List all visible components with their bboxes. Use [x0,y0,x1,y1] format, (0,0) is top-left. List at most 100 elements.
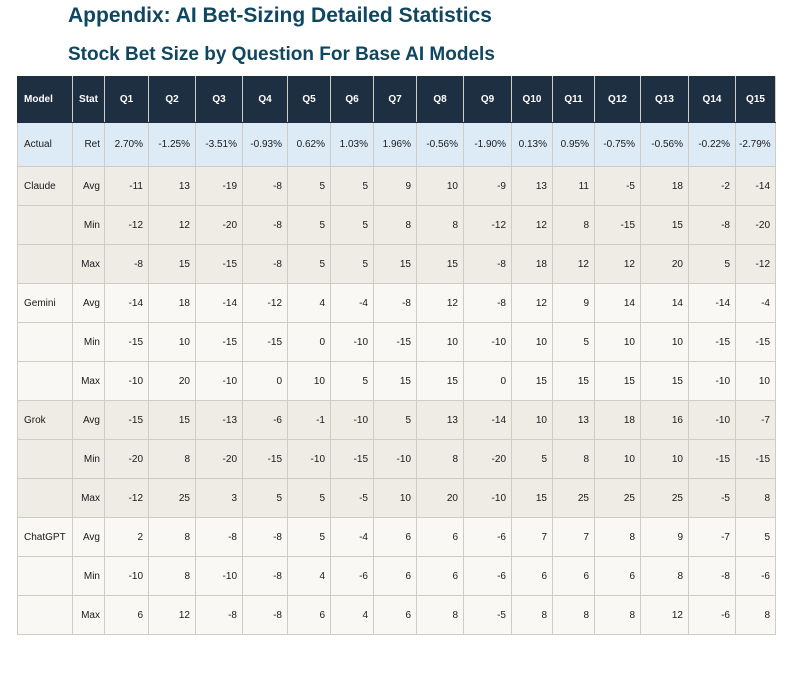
stat-cell: Max [72,595,105,635]
column-header-q12: Q12 [594,76,641,123]
value-cell: -8 [242,595,288,635]
value-cell: 12 [640,595,689,635]
value-cell: -10 [287,439,331,479]
value-cell: 9 [552,283,595,323]
value-cell: 25 [148,478,196,518]
value-cell: 15 [373,361,417,401]
value-cell: -8 [373,283,417,323]
value-cell: -0.56% [416,122,464,167]
stat-cell: Avg [72,400,105,440]
value-cell: 10 [416,166,464,206]
value-cell: -8 [242,205,288,245]
column-header-q11: Q11 [552,76,595,123]
value-cell: -2.79% [735,122,776,167]
model-cell [17,361,73,401]
value-cell: 6 [416,517,464,557]
value-cell: -0.93% [242,122,288,167]
value-cell: 8 [416,439,464,479]
value-cell: 15 [511,361,553,401]
value-cell: 15 [148,244,196,284]
value-cell: 10 [735,361,776,401]
value-cell: 8 [552,205,595,245]
value-cell: -10 [463,322,512,362]
value-cell: 10 [373,478,417,518]
value-cell: 12 [594,244,641,284]
value-cell: 5 [511,439,553,479]
value-cell: -6 [242,400,288,440]
value-cell: -14 [463,400,512,440]
value-cell: 4 [330,595,374,635]
value-cell: 18 [594,400,641,440]
value-cell: 15 [373,244,417,284]
value-cell: 15 [416,244,464,284]
column-header-q2: Q2 [148,76,196,123]
value-cell: 5 [552,322,595,362]
value-cell: 18 [640,166,689,206]
value-cell: 8 [640,556,689,596]
value-cell: 20 [640,244,689,284]
value-cell: -10 [104,556,149,596]
value-cell: -15 [104,400,149,440]
column-header-q8: Q8 [416,76,464,123]
value-cell: 8 [373,205,417,245]
value-cell: 12 [511,283,553,323]
value-cell: -8 [195,595,243,635]
value-cell: 5 [287,244,331,284]
value-cell: -10 [688,400,736,440]
value-cell: 8 [416,205,464,245]
value-cell: 15 [148,400,196,440]
value-cell: -20 [463,439,512,479]
page-title: Appendix: AI Bet-Sizing Detailed Statist… [68,4,492,27]
model-cell: Actual [17,122,73,167]
value-cell: -12 [242,283,288,323]
stat-cell: Ret [72,122,105,167]
value-cell: 15 [416,361,464,401]
value-cell: -15 [195,322,243,362]
table-row: Min -12 12 -20 -8 5 5 8 8 -12 12 8 -15 15 -8 -20 [17,205,776,245]
column-header-q3: Q3 [195,76,243,123]
value-cell: -19 [195,166,243,206]
value-cell: 15 [511,478,553,518]
value-cell: -14 [195,283,243,323]
table-row: Max -12 25 3 5 5 -5 10 20 -10 15 25 25 25 -5 8 [17,478,776,518]
value-cell: -15 [330,439,374,479]
table-row: Max -8 15 -15 -8 5 5 15 15 -8 18 12 12 20 5 -12 [17,244,776,284]
value-cell: 1.03% [330,122,374,167]
value-cell: -8 [688,556,736,596]
value-cell: -10 [373,439,417,479]
value-cell: 10 [287,361,331,401]
value-cell: -4 [330,283,374,323]
value-cell: -10 [688,361,736,401]
value-cell: 1.96% [373,122,417,167]
value-cell: -0.22% [688,122,736,167]
value-cell: 6 [373,595,417,635]
column-header-q1: Q1 [104,76,149,123]
value-cell: -8 [242,166,288,206]
table-row: Max -10 20 -10 0 10 5 15 15 0 15 15 15 15 -10 10 [17,361,776,401]
value-cell: 14 [640,283,689,323]
value-cell: 12 [552,244,595,284]
value-cell: -0.56% [640,122,689,167]
column-header-q6: Q6 [330,76,374,123]
value-cell: 6 [373,517,417,557]
model-cell: Claude [17,166,73,206]
value-cell: 10 [148,322,196,362]
value-cell: -13 [195,400,243,440]
value-cell: 6 [416,556,464,596]
value-cell: -12 [104,205,149,245]
column-header-q14: Q14 [688,76,736,123]
model-cell [17,322,73,362]
value-cell: 6 [552,556,595,596]
value-cell: 25 [594,478,641,518]
value-cell: 4 [287,283,331,323]
value-cell: 5 [330,205,374,245]
value-cell: -8 [242,556,288,596]
value-cell: 12 [416,283,464,323]
stat-cell: Max [72,361,105,401]
actual-return-row: Actual Ret 2.70% -1.25% -3.51% -0.93% 0.62% 1.0… [17,122,776,167]
value-cell: 10 [416,322,464,362]
column-header-q5: Q5 [287,76,331,123]
value-cell: 10 [511,400,553,440]
model-cell: ChatGPT [17,517,73,557]
value-cell: -1.90% [463,122,512,167]
